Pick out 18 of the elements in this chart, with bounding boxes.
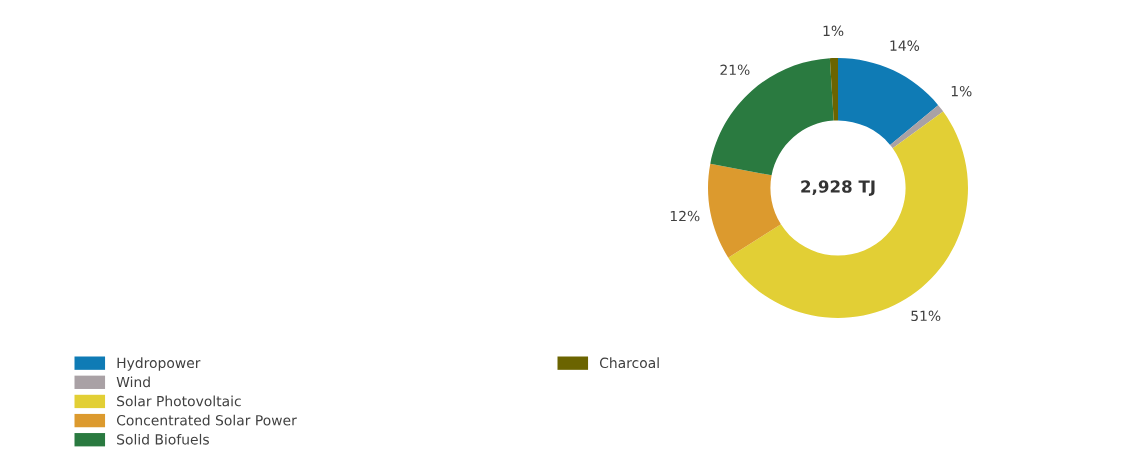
- text: 2,928 TJ: [801, 180, 875, 196]
- legend-label: Hydropower: [117, 357, 201, 371]
- data-label: 12%: [670, 210, 700, 222]
- donut-slice: [710, 58, 834, 176]
- data-label: 1%: [823, 25, 844, 37]
- legend-label: Concentrated Solar Power: [116, 414, 297, 426]
- legend-label: Solid Biofuels: [117, 433, 209, 445]
- legend-label: Solar Photovoltaic: [117, 395, 241, 407]
- donut-slice: [708, 163, 781, 258]
- data-label: 21%: [720, 64, 750, 76]
- donut-slice: [829, 58, 838, 121]
- data-label: 51%: [911, 310, 941, 322]
- donut-slice: [890, 105, 944, 149]
- donut-slice: [838, 58, 939, 145]
- legend-label: Charcoal: [599, 357, 659, 369]
- data-label: 1%: [951, 85, 972, 97]
- legend-label: Wind: [116, 376, 150, 388]
- data-label: 14%: [890, 40, 920, 51]
